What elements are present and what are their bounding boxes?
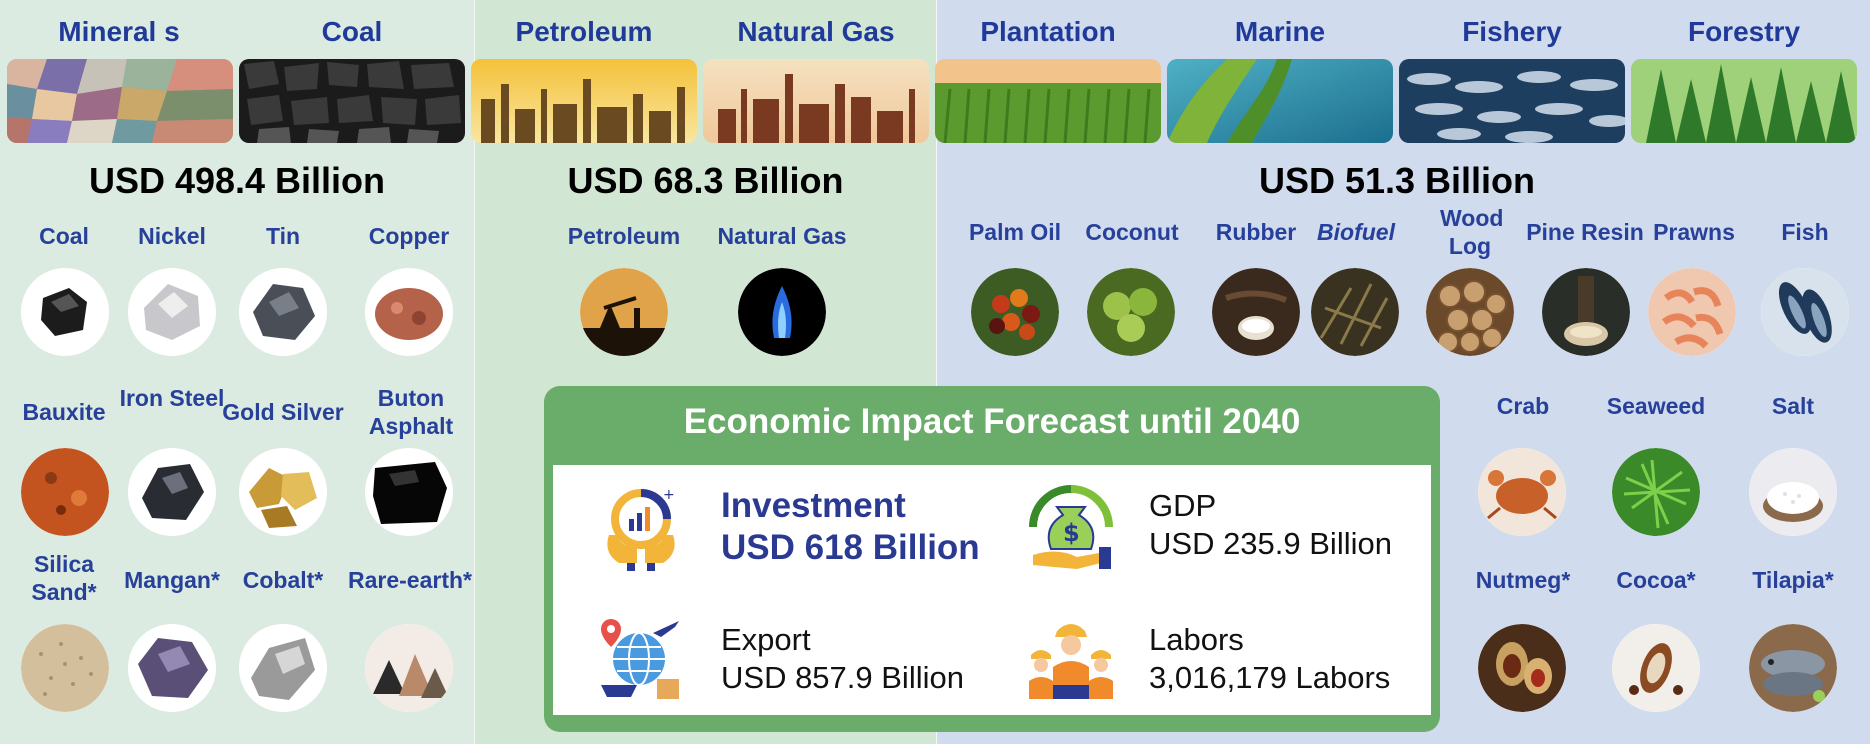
coal-icon xyxy=(21,268,109,356)
plantation-photo xyxy=(935,59,1161,143)
item-label: Crab xyxy=(1496,393,1550,419)
item-label: Rare-earth* xyxy=(348,567,472,593)
forecast-title: Economic Impact Forecast until 2040 xyxy=(683,402,1301,441)
item-label: Seaweed xyxy=(1606,393,1706,419)
item-label: Tin xyxy=(265,223,301,249)
investment-label: Investment xyxy=(721,486,906,525)
coal-photo xyxy=(239,59,465,143)
item-label: Silica Sand* xyxy=(31,551,97,605)
item-label: Fish xyxy=(1781,219,1829,245)
cocoa-icon xyxy=(1612,624,1700,712)
rare-earth-icon xyxy=(365,624,453,712)
biofuel-icon xyxy=(1311,268,1399,356)
item-label: Biofuel xyxy=(1317,219,1395,245)
item-label: Prawns xyxy=(1653,219,1735,245)
item-label: Buton Asphalt xyxy=(368,385,454,439)
gold-silver-icon xyxy=(239,448,327,536)
minerals-photo xyxy=(7,59,233,143)
forecast-box: Economic Impact Forecast until 2040 + In… xyxy=(544,386,1440,732)
fish-icon xyxy=(1761,268,1849,356)
natural-gas-photo xyxy=(703,59,929,143)
item-label: Pine Resin xyxy=(1526,219,1644,245)
item-label: Coconut xyxy=(1085,219,1179,245)
item-label: Copper xyxy=(368,223,450,249)
crab-icon xyxy=(1478,448,1566,536)
bauxite-icon xyxy=(21,448,109,536)
svg-text:+: + xyxy=(663,487,675,503)
rubber-icon xyxy=(1212,268,1300,356)
prawns-icon xyxy=(1648,268,1736,356)
cobalt-icon xyxy=(239,624,327,712)
marine-photo xyxy=(1167,59,1393,143)
export-value: USD 857.9 Billion xyxy=(721,660,964,695)
workers-icon xyxy=(1027,615,1115,703)
tin-icon xyxy=(239,268,327,356)
globe-export-icon xyxy=(597,615,685,703)
forecast-content: + Investment USD 618 Billion $ GDP USD 2… xyxy=(553,465,1431,715)
copper-icon xyxy=(365,268,453,356)
category-fishery: Fishery xyxy=(1462,16,1562,47)
nickel-icon xyxy=(128,268,216,356)
item-label: Nickel xyxy=(138,223,206,249)
gdp-value: USD 235.9 Billion xyxy=(1149,526,1392,561)
item-label: Coal xyxy=(39,223,89,249)
category-natural-gas: Natural Gas xyxy=(737,16,895,47)
item-label: Nutmeg* xyxy=(1475,567,1571,593)
labors-label: Labors xyxy=(1149,622,1244,657)
category-marine: Marine xyxy=(1234,16,1326,47)
iron-steel-icon xyxy=(128,448,216,536)
item-label: Bauxite xyxy=(22,399,106,425)
petroleum-icon xyxy=(580,268,668,356)
labors-value: 3,016,179 Labors xyxy=(1149,660,1391,695)
mangan-icon xyxy=(128,624,216,712)
export-label: Export xyxy=(721,622,811,657)
item-label: Gold Silver xyxy=(222,399,344,425)
divider xyxy=(474,0,475,744)
salt-icon xyxy=(1749,448,1837,536)
silica-sand-icon xyxy=(21,624,109,712)
petroleum-photo xyxy=(471,59,697,143)
wood-log-icon xyxy=(1426,268,1514,356)
nutmeg-icon xyxy=(1478,624,1566,712)
category-forestry: Forestry xyxy=(1687,16,1801,47)
item-label: Petroleum xyxy=(567,223,681,249)
category-plantation: Plantation xyxy=(980,16,1116,47)
renewables-total: USD 51.3 Billion xyxy=(1258,160,1536,201)
pine-resin-icon xyxy=(1542,268,1630,356)
fishery-photo xyxy=(1399,59,1625,143)
minerals-total: USD 498.4 Billion xyxy=(88,160,386,201)
item-label: Wood Log xyxy=(1440,205,1504,259)
category-petroleum: Petroleum xyxy=(515,16,653,47)
coconut-icon xyxy=(1087,268,1175,356)
item-label: Salt xyxy=(1771,393,1815,419)
investment-value: USD 618 Billion xyxy=(721,528,980,567)
category-minerals: Mineral s xyxy=(58,16,180,47)
item-label: Natural Gas xyxy=(717,223,847,249)
item-label: Cocoa* xyxy=(1616,567,1696,593)
seaweed-icon xyxy=(1612,448,1700,536)
asphalt-icon xyxy=(365,448,453,536)
item-label: Rubber xyxy=(1215,219,1297,245)
item-label: Cobalt* xyxy=(242,567,324,593)
investment-chart-icon: + xyxy=(597,483,685,571)
item-label: Palm Oil xyxy=(968,219,1062,245)
palm-oil-icon xyxy=(971,268,1059,356)
category-coal: Coal xyxy=(321,16,383,47)
natural-gas-icon xyxy=(738,268,826,356)
item-label: Mangan* xyxy=(124,567,220,593)
tilapia-icon xyxy=(1749,624,1837,712)
gdp-label: GDP xyxy=(1149,488,1217,523)
item-label: Tilapia* xyxy=(1752,567,1834,593)
divider xyxy=(936,0,937,744)
svg-text:$: $ xyxy=(1063,519,1080,547)
forestry-photo xyxy=(1631,59,1857,143)
oil-gas-total: USD 68.3 Billion xyxy=(567,160,844,201)
item-label: Iron Steel xyxy=(119,385,225,411)
money-bag-icon: $ xyxy=(1027,483,1115,571)
